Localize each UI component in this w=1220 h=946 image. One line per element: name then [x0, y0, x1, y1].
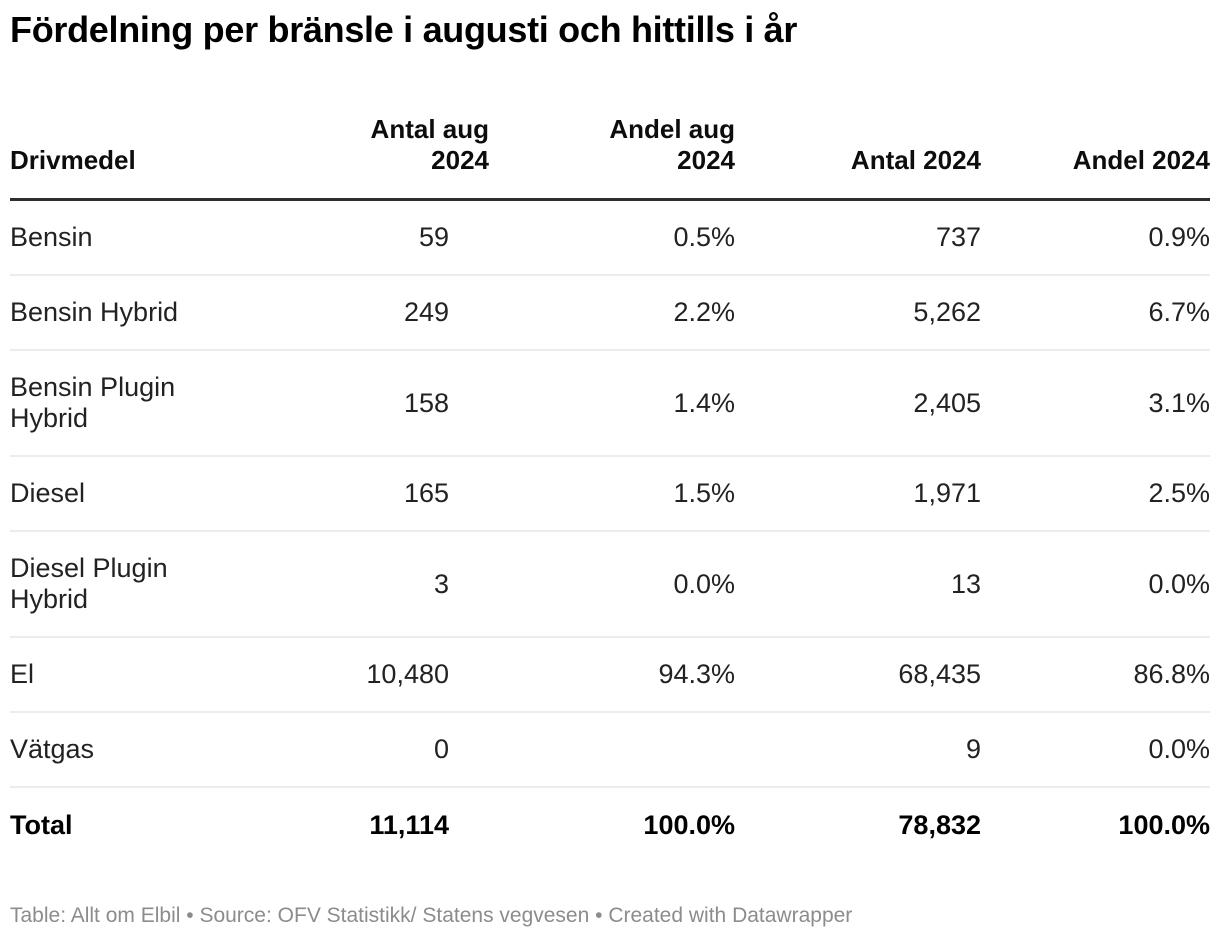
table-row-bensin-hybrid: Bensin Hybrid 249 2.2% 5,262 6.7%: [10, 275, 1210, 350]
cell-antal-aug: 165: [403, 478, 449, 508]
cell-andel-2024: 0.0%: [1148, 734, 1210, 764]
table-row-total: Total 11,114 100.0% 78,832 100.0%: [10, 787, 1210, 867]
cell-antal-aug: 3: [433, 568, 449, 599]
header-row: Drivmedel Antal aug 2024 Andel aug 2024 …: [10, 52, 1210, 201]
cell-andel-2024: 0.9%: [1148, 222, 1210, 252]
footer-table-credit-link[interactable]: Allt om Elbil: [70, 904, 181, 927]
col-header-andel-2024: Andel 2024: [981, 52, 1210, 201]
table-row-bensin: Bensin 59 0.5% 737 0.9%: [10, 200, 1210, 275]
table-row-bensin-plugin-hybrid: Bensin Plugin Hybrid 158 1.4% 2,405 3.1%: [10, 350, 1210, 456]
cell-andel-aug: 94.3%: [658, 659, 735, 689]
table-footer: Table: Allt om Elbil • Source: OFV Stati…: [10, 903, 1210, 929]
footer-source-separator: • Source:: [180, 904, 278, 927]
cell-antal-2024: 13: [950, 568, 981, 599]
col-header-antal-aug-2024: Antal aug 2024: [243, 52, 489, 201]
cell-antal-2024: 68,435: [898, 659, 981, 689]
col-header-drivmedel: Drivmedel: [10, 52, 243, 201]
row-label: Diesel Plugin Hybrid: [10, 553, 168, 614]
cell-antal-aug-total: 11,114: [369, 810, 449, 840]
page-title: Fördelning per bränsle i augusti och hit…: [10, 9, 798, 50]
footer-table-prefix: Table:: [10, 904, 71, 927]
cell-andel-aug: 1.5%: [673, 478, 735, 508]
cell-antal-2024: 737: [935, 222, 981, 252]
cell-andel-aug: 0.5%: [673, 222, 735, 252]
cell-antal-2024: 5,262: [913, 297, 981, 327]
footer-source-credit-link[interactable]: OFV Statistikk/ Statens vegvesen: [277, 904, 590, 927]
row-label-total: Total: [10, 810, 73, 840]
cell-andel-2024-total: 100.0%: [1118, 810, 1210, 840]
cell-antal-2024: 2,405: [913, 387, 981, 418]
cell-antal-2024: 1,971: [913, 478, 981, 508]
footer-datawrapper-link[interactable]: Datawrapper: [732, 904, 853, 927]
footer-created-prefix: Created with: [608, 904, 733, 927]
cell-antal-aug: 249: [403, 297, 449, 327]
row-label: Bensin Plugin Hybrid: [10, 372, 176, 433]
cell-andel-aug-total: 100.0%: [643, 810, 735, 840]
cell-antal-aug: 0: [433, 734, 449, 764]
cell-andel-2024: 2.5%: [1148, 478, 1210, 508]
table-row-vatgas: Vätgas 0 9 0.0%: [10, 712, 1210, 787]
table-row-diesel: Diesel 165 1.5% 1,971 2.5%: [10, 456, 1210, 531]
row-label: Bensin Hybrid: [10, 297, 179, 327]
cell-andel-2024: 6.7%: [1148, 297, 1210, 327]
cell-antal-aug: 158: [403, 387, 449, 418]
fuel-distribution-table: Drivmedel Antal aug 2024 Andel aug 2024 …: [10, 52, 1210, 867]
row-label: El: [10, 659, 35, 689]
table-row-el: El 10,480 94.3% 68,435 86.8%: [10, 637, 1210, 712]
row-label: Vätgas: [10, 734, 95, 764]
cell-andel-aug: [489, 712, 735, 787]
table-row-diesel-plugin-hybrid: Diesel Plugin Hybrid 3 0.0% 13 0.0%: [10, 531, 1210, 637]
cell-andel-aug: 2.2%: [673, 297, 735, 327]
row-label: Diesel: [10, 478, 86, 508]
cell-andel-2024: 86.8%: [1133, 659, 1210, 689]
cell-antal-aug: 10,480: [366, 659, 449, 689]
cell-andel-aug: 0.0%: [673, 568, 735, 599]
footer-created-separator: •: [589, 904, 609, 927]
col-header-andel-aug-2024: Andel aug 2024: [489, 52, 735, 201]
cell-andel-aug: 1.4%: [673, 387, 735, 418]
cell-antal-2024-total: 78,832: [898, 810, 981, 840]
cell-antal-aug: 59: [418, 222, 449, 252]
row-label: Bensin: [10, 222, 93, 252]
cell-antal-2024: 9: [965, 734, 981, 764]
cell-andel-2024: 0.0%: [1148, 568, 1210, 599]
col-header-antal-2024: Antal 2024: [735, 52, 981, 201]
cell-andel-2024: 3.1%: [1148, 387, 1210, 418]
